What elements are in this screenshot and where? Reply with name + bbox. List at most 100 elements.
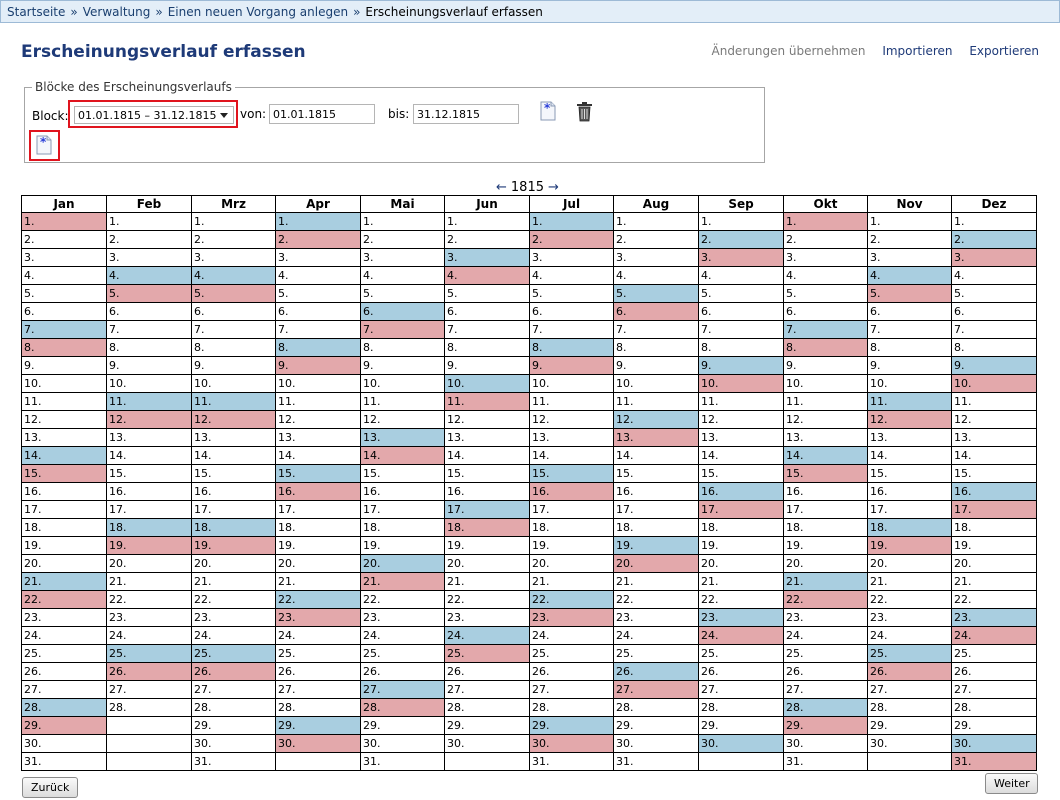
breadcrumb-verwaltung[interactable]: Verwaltung: [82, 5, 151, 19]
calendar-day-cell[interactable]: 20.: [951, 554, 1037, 573]
calendar-day-cell[interactable]: 10.: [275, 374, 361, 393]
calendar-day-cell[interactable]: 9.: [867, 356, 952, 375]
calendar-day-cell[interactable]: 21.: [275, 572, 361, 591]
from-date-input[interactable]: [269, 104, 375, 124]
calendar-day-cell[interactable]: 15.: [951, 464, 1037, 483]
calendar-day-cell[interactable]: 14.: [698, 446, 784, 465]
calendar-day-cell[interactable]: 12.: [106, 410, 192, 429]
calendar-day-cell[interactable]: 1.: [698, 212, 784, 231]
calendar-day-cell[interactable]: 21.: [360, 572, 445, 591]
calendar-day-cell[interactable]: 23.: [21, 608, 107, 627]
calendar-day-cell[interactable]: 30.: [783, 734, 868, 753]
calendar-day-cell[interactable]: 18.: [783, 518, 868, 537]
calendar-day-cell[interactable]: 8.: [698, 338, 784, 357]
calendar-day-cell[interactable]: 27.: [783, 680, 868, 699]
calendar-day-cell[interactable]: 5.: [613, 284, 699, 303]
calendar-day-cell[interactable]: 29.: [275, 716, 361, 735]
calendar-day-cell[interactable]: 21.: [106, 572, 192, 591]
calendar-day-cell[interactable]: 22.: [360, 590, 445, 609]
calendar-day-cell[interactable]: 21.: [783, 572, 868, 591]
calendar-day-cell[interactable]: 28.: [698, 698, 784, 717]
calendar-day-cell[interactable]: 24.: [529, 626, 614, 645]
calendar-day-cell[interactable]: 26.: [613, 662, 699, 681]
calendar-day-cell[interactable]: 2.: [21, 230, 107, 249]
calendar-day-cell[interactable]: 16.: [613, 482, 699, 501]
calendar-day-cell[interactable]: 3.: [613, 248, 699, 267]
calendar-day-cell[interactable]: 22.: [783, 590, 868, 609]
calendar-day-cell[interactable]: 8.: [21, 338, 107, 357]
calendar-day-cell[interactable]: 2.: [613, 230, 699, 249]
calendar-day-cell[interactable]: 10.: [613, 374, 699, 393]
calendar-day-cell[interactable]: 19.: [951, 536, 1037, 555]
calendar-day-cell[interactable]: 11.: [444, 392, 530, 411]
prev-year-arrow[interactable]: ←: [496, 180, 507, 195]
calendar-day-cell[interactable]: 14.: [21, 446, 107, 465]
calendar-day-cell[interactable]: 2.: [698, 230, 784, 249]
calendar-day-cell[interactable]: 5.: [867, 284, 952, 303]
calendar-day-cell[interactable]: 6.: [867, 302, 952, 321]
calendar-day-cell[interactable]: 1.: [21, 212, 107, 231]
calendar-day-cell[interactable]: 25.: [360, 644, 445, 663]
calendar-day-cell[interactable]: 2.: [191, 230, 276, 249]
calendar-day-cell[interactable]: 3.: [529, 248, 614, 267]
calendar-day-cell[interactable]: 3.: [21, 248, 107, 267]
calendar-day-cell[interactable]: 19.: [275, 536, 361, 555]
calendar-day-cell[interactable]: 11.: [698, 392, 784, 411]
calendar-day-cell[interactable]: 30.: [529, 734, 614, 753]
calendar-day-cell[interactable]: 11.: [613, 392, 699, 411]
calendar-day-cell[interactable]: 24.: [444, 626, 530, 645]
calendar-day-cell[interactable]: 4.: [21, 266, 107, 285]
calendar-day-cell[interactable]: 11.: [783, 392, 868, 411]
calendar-day-cell[interactable]: 1.: [529, 212, 614, 231]
calendar-day-cell[interactable]: 10.: [783, 374, 868, 393]
calendar-day-cell[interactable]: 5.: [21, 284, 107, 303]
calendar-day-cell[interactable]: 9.: [783, 356, 868, 375]
calendar-day-cell[interactable]: 28.: [360, 698, 445, 717]
calendar-day-cell[interactable]: 17.: [529, 500, 614, 519]
calendar-day-cell[interactable]: 20.: [21, 554, 107, 573]
calendar-day-cell[interactable]: 23.: [275, 608, 361, 627]
calendar-day-cell[interactable]: 9.: [191, 356, 276, 375]
calendar-day-cell[interactable]: 5.: [191, 284, 276, 303]
calendar-day-cell[interactable]: 3.: [106, 248, 192, 267]
calendar-day-cell[interactable]: 16.: [191, 482, 276, 501]
calendar-day-cell[interactable]: 22.: [106, 590, 192, 609]
calendar-day-cell[interactable]: 31.: [951, 752, 1037, 771]
calendar-day-cell[interactable]: 7.: [698, 320, 784, 339]
calendar-day-cell[interactable]: 18.: [867, 518, 952, 537]
calendar-day-cell[interactable]: 10.: [698, 374, 784, 393]
calendar-day-cell[interactable]: 14.: [867, 446, 952, 465]
calendar-day-cell[interactable]: 19.: [529, 536, 614, 555]
calendar-day-cell[interactable]: 26.: [191, 662, 276, 681]
calendar-day-cell[interactable]: 5.: [360, 284, 445, 303]
calendar-day-cell[interactable]: 21.: [613, 572, 699, 591]
calendar-day-cell[interactable]: 6.: [613, 302, 699, 321]
calendar-day-cell[interactable]: 27.: [529, 680, 614, 699]
calendar-day-cell[interactable]: 14.: [951, 446, 1037, 465]
calendar-day-cell[interactable]: 25.: [21, 644, 107, 663]
calendar-day-cell[interactable]: 21.: [529, 572, 614, 591]
calendar-day-cell[interactable]: 18.: [275, 518, 361, 537]
calendar-day-cell[interactable]: 29.: [698, 716, 784, 735]
calendar-day-cell[interactable]: 30.: [360, 734, 445, 753]
calendar-day-cell[interactable]: 24.: [360, 626, 445, 645]
calendar-day-cell[interactable]: 8.: [275, 338, 361, 357]
calendar-day-cell[interactable]: 31.: [613, 752, 699, 771]
calendar-day-cell[interactable]: 30.: [191, 734, 276, 753]
calendar-day-cell[interactable]: 15.: [698, 464, 784, 483]
calendar-day-cell[interactable]: 19.: [360, 536, 445, 555]
calendar-day-cell[interactable]: 25.: [698, 644, 784, 663]
calendar-day-cell[interactable]: 4.: [698, 266, 784, 285]
calendar-day-cell[interactable]: 6.: [951, 302, 1037, 321]
calendar-day-cell[interactable]: 7.: [191, 320, 276, 339]
calendar-day-cell[interactable]: 26.: [275, 662, 361, 681]
calendar-day-cell[interactable]: 31.: [360, 752, 445, 771]
calendar-day-cell[interactable]: 28.: [867, 698, 952, 717]
calendar-day-cell[interactable]: 17.: [21, 500, 107, 519]
calendar-day-cell[interactable]: 6.: [360, 302, 445, 321]
calendar-day-cell[interactable]: 9.: [21, 356, 107, 375]
calendar-day-cell[interactable]: 24.: [613, 626, 699, 645]
calendar-day-cell[interactable]: 27.: [613, 680, 699, 699]
calendar-day-cell[interactable]: 29.: [951, 716, 1037, 735]
calendar-day-cell[interactable]: 17.: [444, 500, 530, 519]
